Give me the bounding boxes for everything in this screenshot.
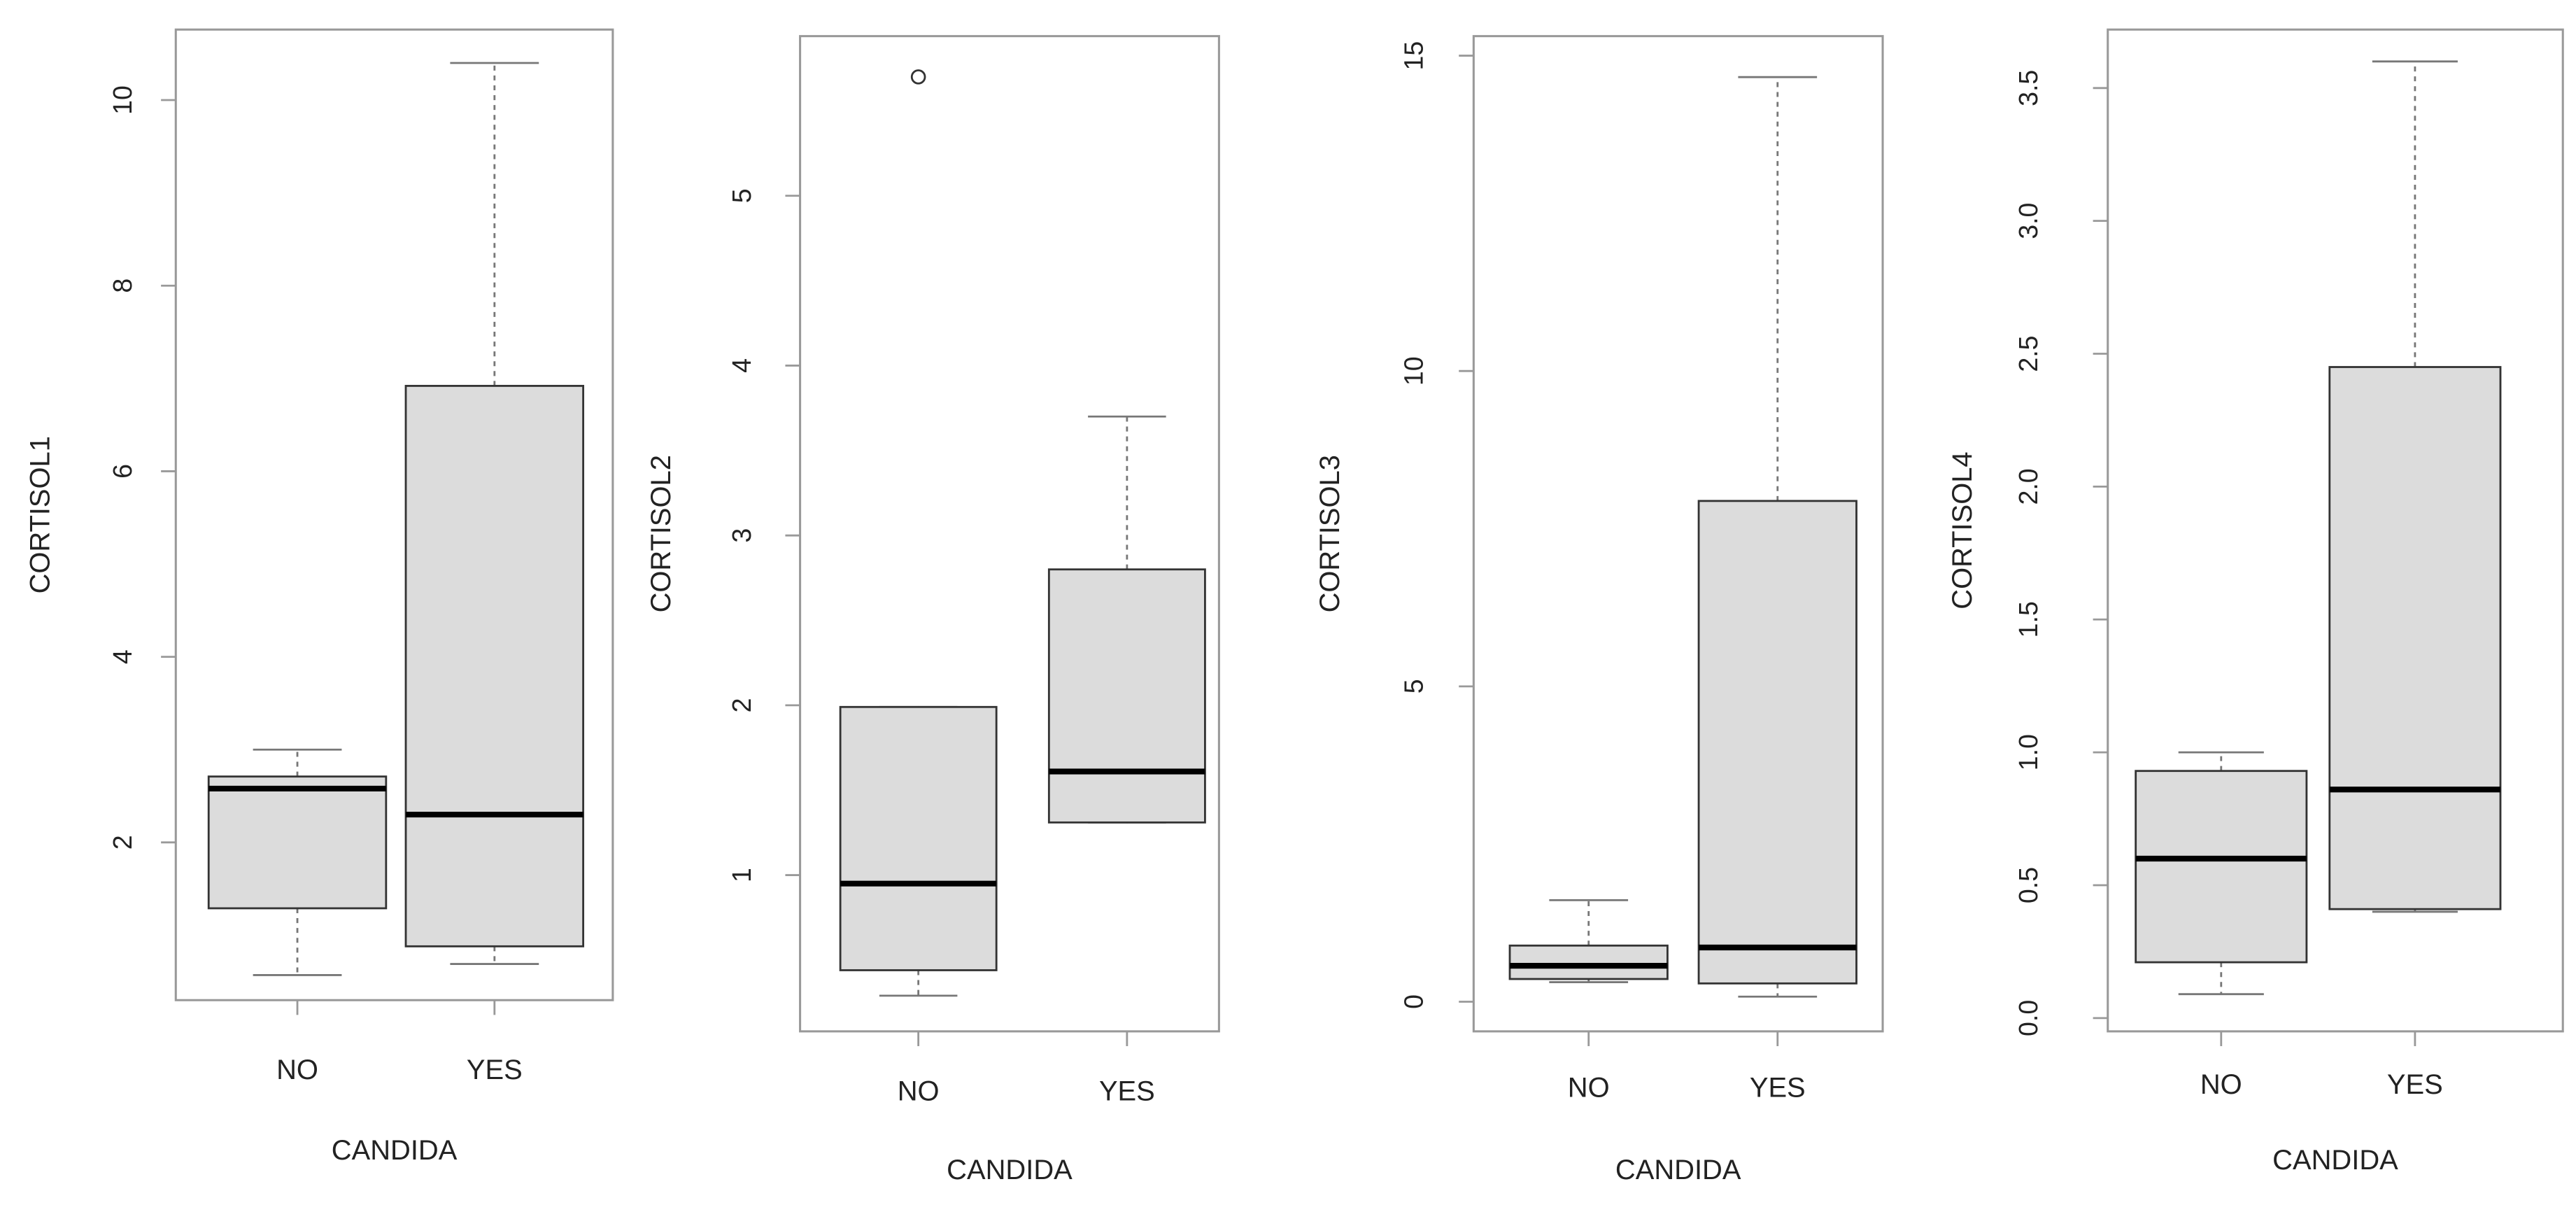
x-tick-label: NO <box>898 1076 940 1106</box>
interquartile-box <box>404 385 585 947</box>
box-no <box>839 69 998 997</box>
y-tick-label: 8 <box>108 279 137 293</box>
y-tick-label: 2 <box>108 835 137 850</box>
plot-frame <box>174 28 614 1001</box>
x-tick-label: NO <box>276 1055 318 1085</box>
x-tick-label: NO <box>2200 1069 2242 1100</box>
box-no <box>1508 899 1669 983</box>
box-yes <box>1697 76 1857 998</box>
x-axis-label: CANDIDA <box>332 1135 458 1166</box>
interquartile-box <box>2135 770 2308 964</box>
y-tick-label: 5 <box>727 188 756 203</box>
y-axis-label: CORTISOL1 <box>24 436 55 593</box>
interquartile-box <box>1047 568 1206 824</box>
interquartile-box <box>1508 944 1669 980</box>
y-tick-label: 0.0 <box>2014 1000 2043 1036</box>
y-tick-label: 1.0 <box>2014 734 2043 770</box>
y-tick-label: 2.5 <box>2014 335 2043 372</box>
boxplot-panel-3: 0 5 10 15 CORTISOL3 CANDIDA NO YES <box>1315 35 1884 1185</box>
box-yes <box>404 62 585 965</box>
y-tick-label: 1.5 <box>2014 601 2043 637</box>
outlier-point <box>910 69 926 85</box>
y-tick-label: 6 <box>108 464 137 479</box>
boxplot-panel-1: 2 4 6 8 10 CORTISOL1 CANDIDA NO YES <box>24 28 614 1166</box>
y-tick-label: 5 <box>1399 679 1429 693</box>
boxplot-panel-2: 1 2 3 4 5 CORTISOL2 CANDIDA NO YES <box>646 35 1220 1185</box>
interquartile-box <box>1697 500 1857 985</box>
y-axis-label: CORTISOL2 <box>646 455 677 612</box>
plot-frame <box>2107 28 2564 1033</box>
plot-frame <box>799 35 1220 1033</box>
y-tick-label: 4 <box>108 649 137 664</box>
interquartile-box <box>207 775 388 910</box>
y-tick-label: 0.5 <box>2014 867 2043 903</box>
y-tick-label: 2 <box>727 698 756 712</box>
box-no <box>2135 751 2308 996</box>
y-tick-label: 4 <box>727 358 756 373</box>
y-tick-label: 2.0 <box>2014 468 2043 505</box>
x-tick-label: YES <box>1750 1073 1806 1104</box>
y-tick-label: 15 <box>1399 41 1429 71</box>
box-yes <box>2328 60 2502 913</box>
y-axis-label: CORTISOL4 <box>1947 451 1978 609</box>
x-tick-label: YES <box>467 1055 523 1085</box>
y-axis-label: CORTISOL3 <box>1315 455 1345 612</box>
y-tick-label: 3.0 <box>2014 203 2043 239</box>
y-tick-label: 3 <box>727 528 756 543</box>
box-no <box>207 748 388 976</box>
x-axis-label: CANDIDA <box>947 1155 1073 1185</box>
boxplot-panel-4: 0.0 0.5 1.0 1.5 2.0 2.5 3.0 3.5 CORTISOL4 CANDIDA… <box>1947 28 2564 1176</box>
x-tick-label: YES <box>1099 1076 1155 1106</box>
x-axis-label: CANDIDA <box>1615 1155 1741 1185</box>
interquartile-box <box>839 705 998 971</box>
box-yes <box>1047 415 1206 824</box>
y-tick-label: 3.5 <box>2014 70 2043 106</box>
x-tick-label: NO <box>1568 1073 1610 1104</box>
x-tick-label: YES <box>2387 1069 2443 1100</box>
y-tick-label: 1 <box>727 868 756 882</box>
y-tick-label: 0 <box>1399 994 1429 1009</box>
interquartile-box <box>2328 366 2502 910</box>
plot-frame <box>1472 35 1884 1033</box>
y-tick-label: 10 <box>108 85 137 115</box>
y-tick-label: 10 <box>1399 356 1429 386</box>
x-axis-label: CANDIDA <box>2272 1145 2398 1176</box>
